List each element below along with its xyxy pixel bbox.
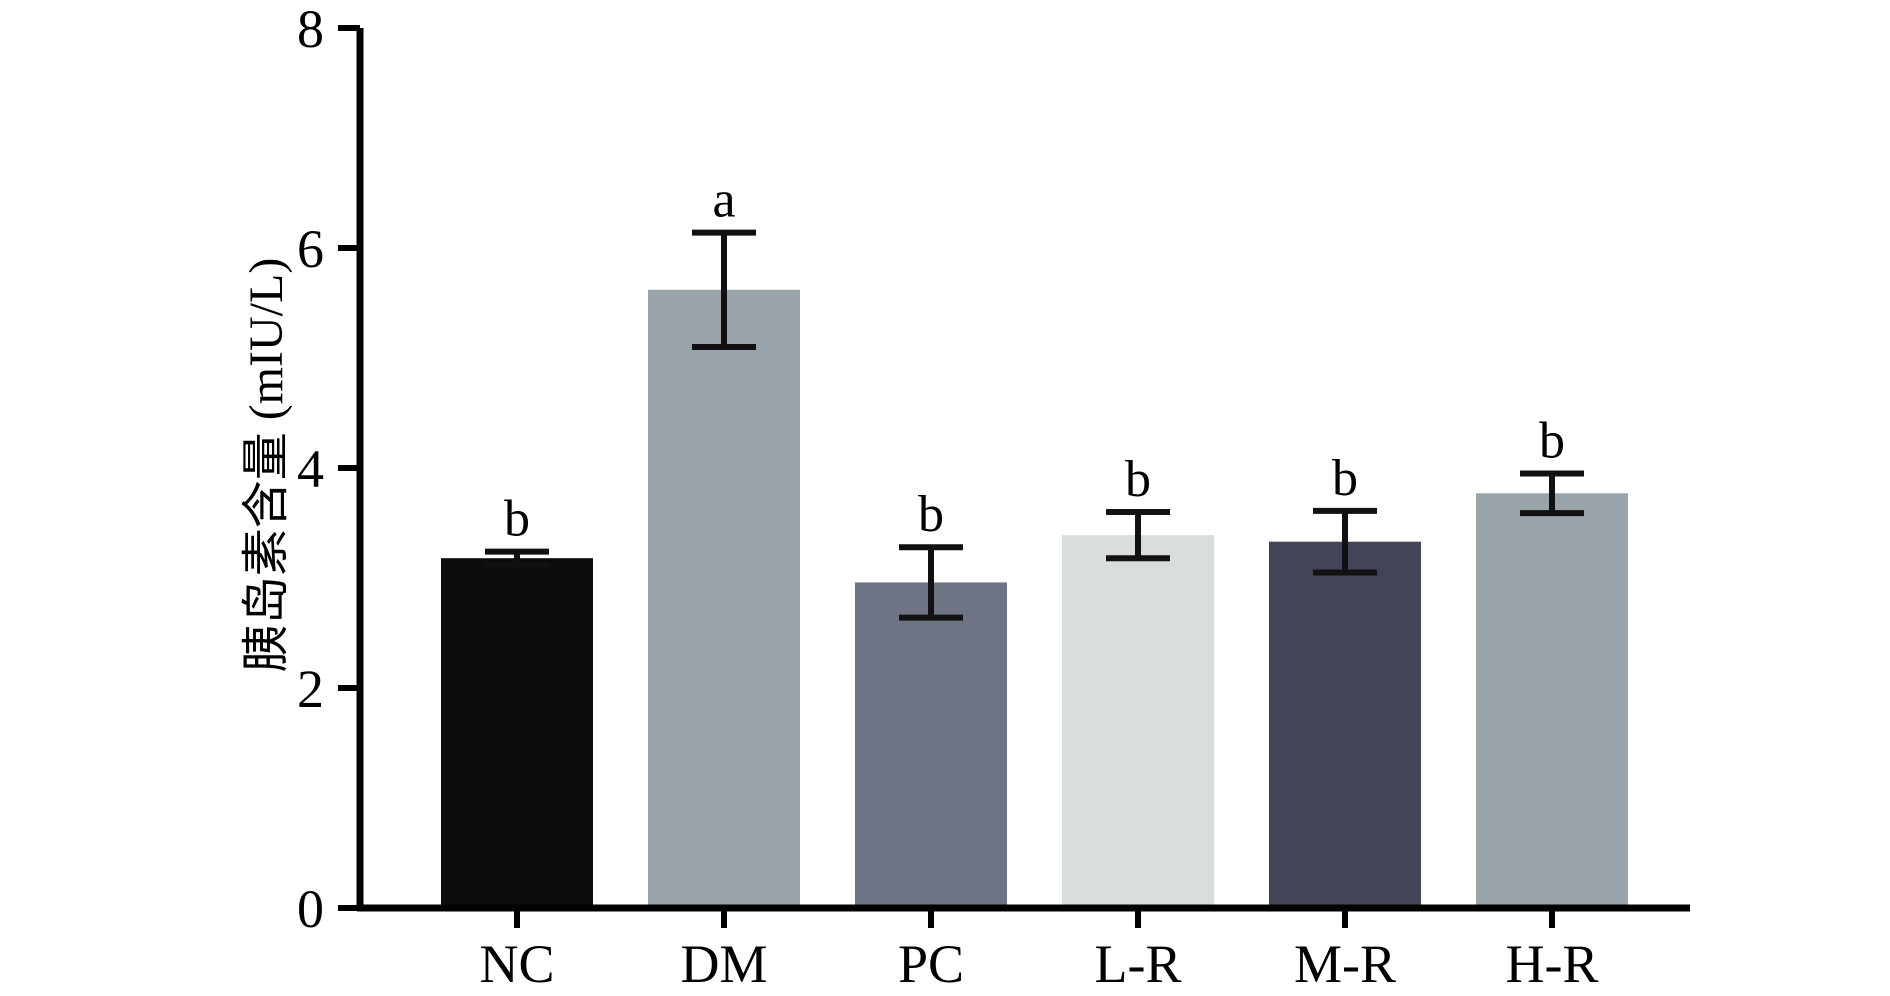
significance-labels-group: b a b b b b [504, 172, 1565, 548]
error-bar-dm [692, 229, 756, 350]
significance-label-dm: a [712, 172, 735, 229]
bar-h-r [1476, 493, 1628, 908]
bar-l-r [1062, 535, 1214, 908]
bar-nc [441, 558, 593, 908]
significance-label-h-r: b [1539, 413, 1565, 470]
bar-dm [648, 289, 800, 908]
bars-group [441, 289, 1628, 908]
x-tick-label-dm: DM [680, 934, 767, 994]
significance-label-pc: b [918, 486, 944, 543]
error-bars-group [485, 229, 1584, 621]
x-tick-label-m-r: M-R [1294, 934, 1396, 994]
error-bar-nc [485, 548, 549, 568]
x-tick-label-l-r: L-R [1095, 934, 1182, 994]
bar-pc [855, 582, 1007, 908]
y-axis-title: 胰岛素含量 (mIU/L) [240, 258, 293, 673]
y-tick-label: 8 [297, 0, 324, 59]
x-tick-label-h-r: H-R [1506, 934, 1599, 994]
significance-label-nc: b [504, 491, 530, 548]
y-tick-label: 6 [297, 219, 324, 279]
significance-label-l-r: b [1125, 451, 1151, 508]
bar-m-r [1269, 541, 1421, 908]
x-ticks-group: NC DM PC L-R M-R H-R [479, 908, 1599, 994]
error-bar-l-r [1106, 509, 1170, 562]
y-tick-label: 4 [297, 439, 324, 499]
y-tick-label: 2 [297, 659, 324, 719]
error-bar-h-r [1520, 470, 1584, 517]
x-tick-label-pc: PC [898, 934, 964, 994]
significance-label-m-r: b [1332, 450, 1358, 507]
y-ticks-group: 0 2 4 6 8 [297, 0, 360, 939]
error-bar-pc [899, 544, 963, 621]
x-tick-label-nc: NC [479, 934, 554, 994]
error-bar-m-r [1313, 507, 1377, 576]
y-tick-label: 0 [297, 879, 324, 939]
